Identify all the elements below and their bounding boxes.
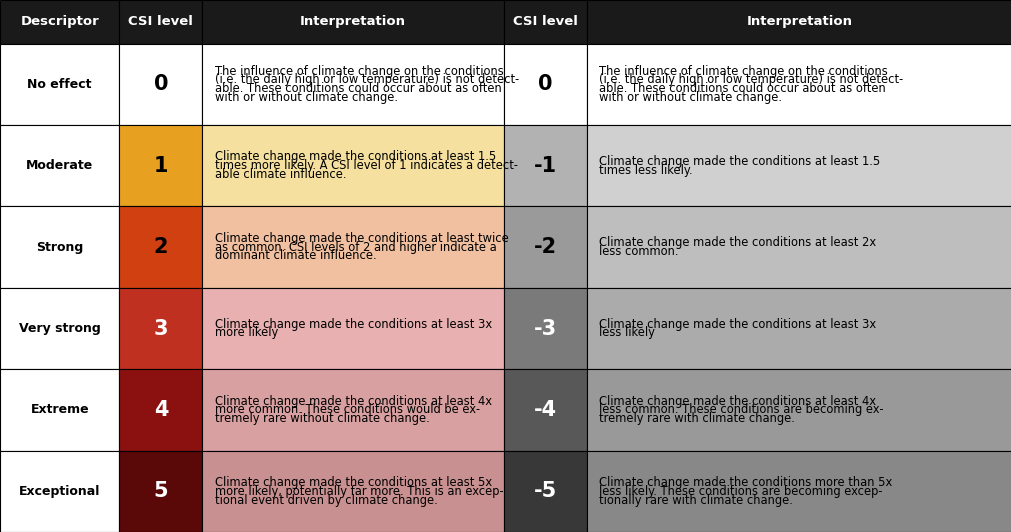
Text: -1: -1 [534, 156, 556, 176]
Text: Climate change made the conditions at least twice: Climate change made the conditions at le… [214, 232, 508, 245]
Text: Strong: Strong [36, 240, 83, 254]
Text: CSI level: CSI level [513, 15, 577, 28]
Text: 1: 1 [154, 156, 168, 176]
Bar [503, 451, 586, 532]
Text: more likely: more likely [214, 327, 277, 339]
Text: 2: 2 [154, 237, 168, 257]
Bar [119, 369, 202, 451]
Bar [0, 206, 119, 288]
Bar [503, 125, 586, 206]
Text: Climate change made the conditions at least 4x: Climate change made the conditions at le… [599, 395, 876, 408]
Text: Climate change made the conditions at least 3x: Climate change made the conditions at le… [214, 318, 491, 330]
Text: -5: -5 [534, 481, 556, 501]
Text: Very strong: Very strong [19, 322, 100, 335]
Text: with or without climate change.: with or without climate change. [214, 91, 397, 104]
Bar [586, 125, 1011, 206]
Text: times more likely. A CSI level of 1 indicates a detect-: times more likely. A CSI level of 1 indi… [214, 159, 517, 172]
Text: Climate change made the conditions at least 1.5: Climate change made the conditions at le… [214, 151, 495, 163]
Bar [0, 369, 119, 451]
Text: dominant climate influence.: dominant climate influence. [214, 250, 376, 262]
Bar [503, 44, 586, 125]
Text: The influence of climate change on the conditions: The influence of climate change on the c… [599, 65, 887, 78]
Text: Interpretation: Interpretation [300, 15, 405, 28]
Text: tremely rare with climate change.: tremely rare with climate change. [599, 412, 795, 425]
Text: No effect: No effect [27, 78, 92, 91]
Text: -3: -3 [534, 319, 556, 338]
Bar [0, 125, 119, 206]
Text: (i.e. the daily high or low temperature) is not detect-: (i.e. the daily high or low temperature)… [599, 73, 903, 86]
Text: Climate change made the conditions at least 5x: Climate change made the conditions at le… [214, 476, 491, 489]
Bar [119, 288, 202, 369]
Text: tionally rare with climate change.: tionally rare with climate change. [599, 494, 793, 506]
Bar [503, 206, 586, 288]
Text: able climate influence.: able climate influence. [214, 168, 346, 181]
Text: (i.e. the daily high or low temperature) is not detect-: (i.e. the daily high or low temperature)… [214, 73, 519, 86]
Text: 5: 5 [154, 481, 168, 501]
Bar [202, 288, 503, 369]
Text: more likely, potentially far more. This is an excep-: more likely, potentially far more. This … [214, 485, 502, 498]
Text: tional event driven by climate change.: tional event driven by climate change. [214, 494, 437, 506]
Bar [0, 451, 119, 532]
Text: Descriptor: Descriptor [20, 15, 99, 28]
Text: Climate change made the conditions more than 5x: Climate change made the conditions more … [599, 476, 892, 489]
Text: Climate change made the conditions at least 3x: Climate change made the conditions at le… [599, 318, 876, 330]
Text: 3: 3 [154, 319, 168, 338]
Text: less likely. These conditions are becoming excep-: less likely. These conditions are becomi… [599, 485, 882, 498]
Text: more common. These conditions would be ex-: more common. These conditions would be e… [214, 403, 479, 417]
Bar [119, 44, 202, 125]
Text: 4: 4 [154, 400, 168, 420]
Bar [202, 125, 503, 206]
Text: Climate change made the conditions at least 4x: Climate change made the conditions at le… [214, 395, 491, 408]
Bar [0, 288, 119, 369]
Text: 0: 0 [538, 74, 552, 94]
Text: Climate change made the conditions at least 2x: Climate change made the conditions at le… [599, 236, 876, 249]
Text: less common. These conditions are becoming ex-: less common. These conditions are becomi… [599, 403, 883, 417]
Bar [202, 451, 503, 532]
Bar [202, 0, 503, 44]
Bar [119, 451, 202, 532]
Bar [586, 0, 1011, 44]
Bar [503, 0, 586, 44]
Text: with or without climate change.: with or without climate change. [599, 91, 782, 104]
Text: Exceptional: Exceptional [19, 485, 100, 498]
Bar [503, 369, 586, 451]
Bar [586, 206, 1011, 288]
Text: -2: -2 [534, 237, 556, 257]
Text: tremely rare without climate change.: tremely rare without climate change. [214, 412, 429, 425]
Bar [202, 206, 503, 288]
Text: less likely: less likely [599, 327, 654, 339]
Text: 0: 0 [154, 74, 168, 94]
Text: Extreme: Extreme [30, 403, 89, 417]
Text: able. These conditions could occur about as often: able. These conditions could occur about… [214, 82, 500, 95]
Text: CSI level: CSI level [128, 15, 193, 28]
Text: less common.: less common. [599, 245, 678, 258]
Text: times less likely.: times less likely. [599, 164, 693, 177]
Text: -4: -4 [534, 400, 556, 420]
Bar [586, 369, 1011, 451]
Bar [119, 206, 202, 288]
Text: Climate change made the conditions at least 1.5: Climate change made the conditions at le… [599, 155, 880, 168]
Bar [119, 0, 202, 44]
Bar [586, 288, 1011, 369]
Bar [586, 44, 1011, 125]
Bar [0, 44, 119, 125]
Text: Moderate: Moderate [26, 159, 93, 172]
Text: The influence of climate change on the conditions: The influence of climate change on the c… [214, 65, 502, 78]
Text: as common. CSI levels of 2 and higher indicate a: as common. CSI levels of 2 and higher in… [214, 240, 495, 254]
Bar [202, 44, 503, 125]
Text: Interpretation: Interpretation [746, 15, 851, 28]
Bar [0, 0, 119, 44]
Bar [586, 451, 1011, 532]
Text: able. These conditions could occur about as often: able. These conditions could occur about… [599, 82, 885, 95]
Bar [119, 125, 202, 206]
Bar [202, 369, 503, 451]
Bar [503, 288, 586, 369]
